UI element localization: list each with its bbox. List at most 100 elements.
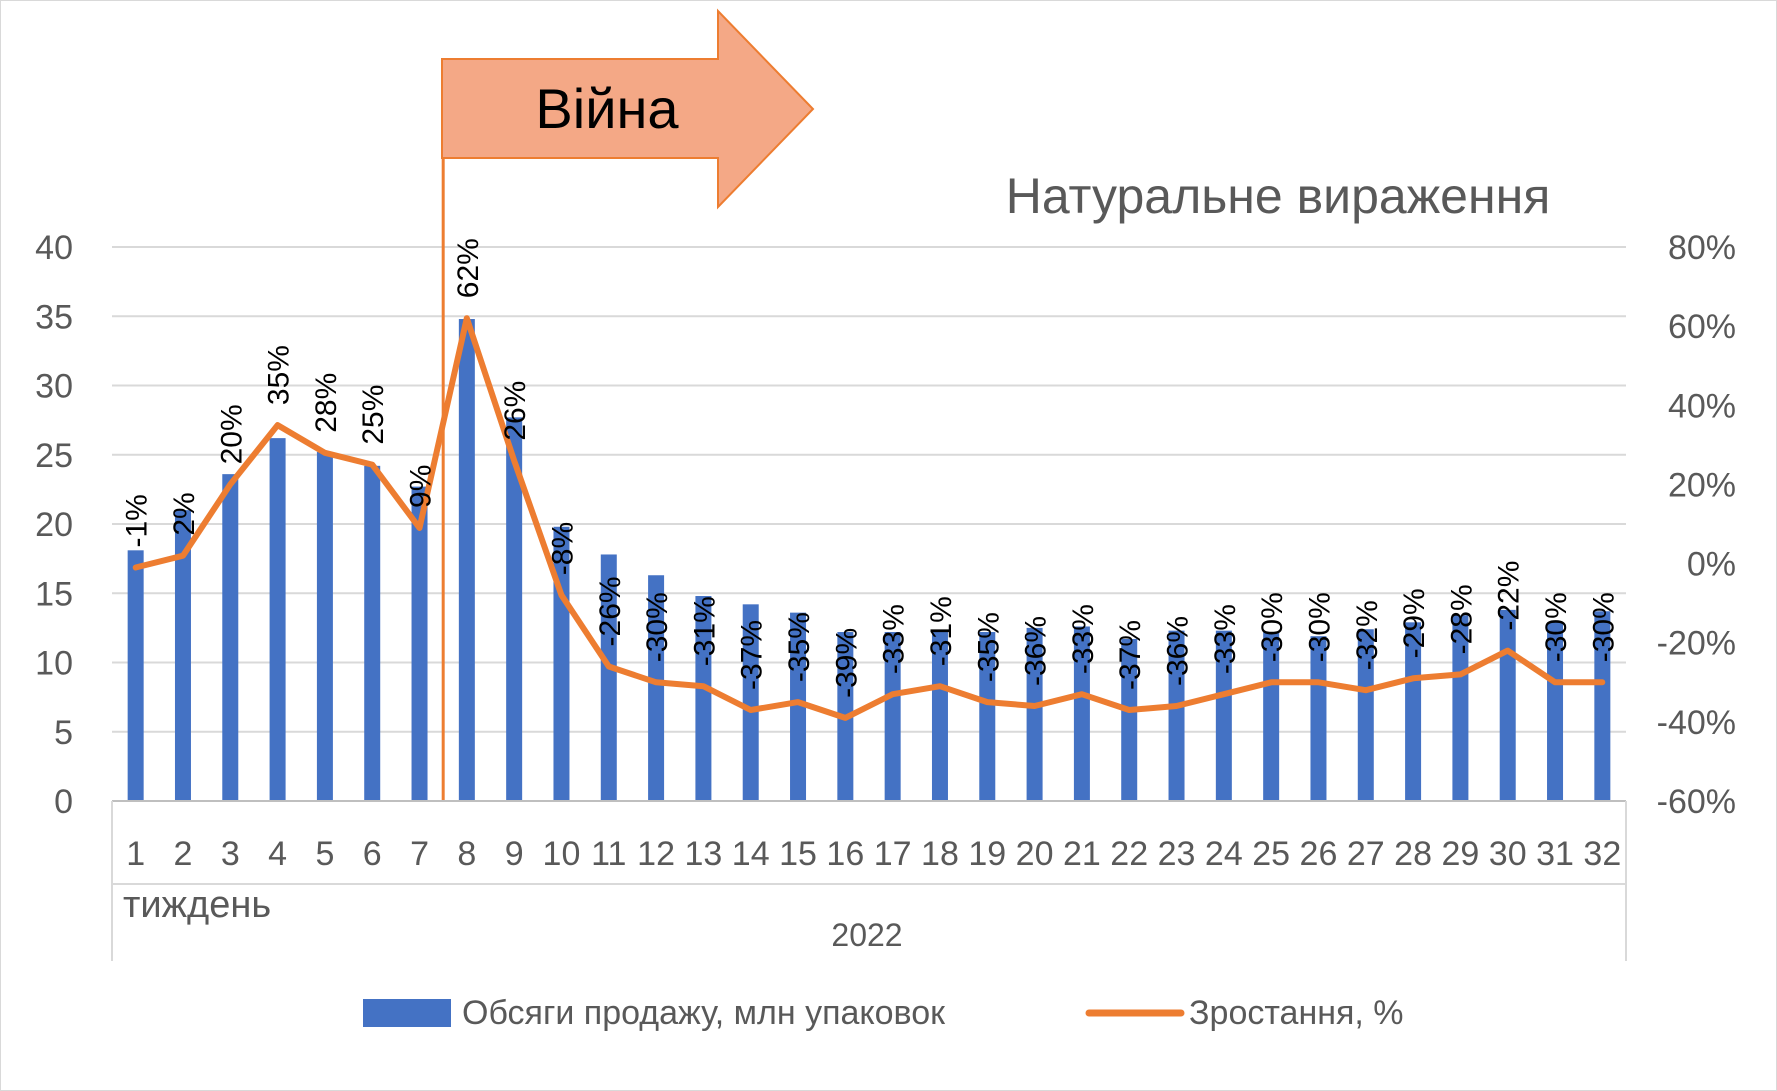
bar bbox=[127, 550, 144, 801]
bar bbox=[1547, 622, 1564, 801]
bar bbox=[316, 451, 333, 801]
bar bbox=[269, 438, 286, 801]
x-tick-label: 31 bbox=[1536, 835, 1574, 873]
data-label: -28% bbox=[1445, 584, 1478, 654]
data-label: -39% bbox=[830, 628, 863, 698]
data-label: -31% bbox=[688, 596, 721, 666]
data-label: -37% bbox=[1114, 620, 1147, 690]
x-tick-label: 12 bbox=[637, 835, 675, 873]
data-label: -29% bbox=[1398, 588, 1431, 658]
data-label: -33% bbox=[878, 604, 911, 674]
y-right-tick-label: 60% bbox=[1668, 308, 1736, 346]
bar bbox=[506, 417, 523, 801]
data-label: 26% bbox=[499, 381, 532, 441]
x-tick-label: 19 bbox=[968, 835, 1006, 873]
x-tick-label: 6 bbox=[363, 835, 382, 873]
data-labels: -1% 2% 20% 35% 28% 25% 9% 62% 26% -8% -26% -30% -31%… bbox=[121, 238, 1621, 698]
war-arrow-shape bbox=[441, 8, 815, 210]
data-label: 20% bbox=[215, 404, 248, 464]
chart-title: Натуральне вираження bbox=[1006, 168, 1551, 224]
data-label: -37% bbox=[736, 620, 769, 690]
x-tick-label: 10 bbox=[543, 835, 581, 873]
bar bbox=[174, 510, 191, 801]
bar bbox=[411, 486, 428, 801]
y-left-tick-label: 30 bbox=[35, 368, 73, 406]
y-left-tick-label: 20 bbox=[35, 506, 73, 544]
x-tick-label: 4 bbox=[268, 835, 287, 873]
war-annotation: Війна bbox=[441, 8, 815, 210]
data-label: -22% bbox=[1493, 561, 1526, 631]
bar bbox=[1499, 609, 1516, 801]
y-right-tick-label: -60% bbox=[1657, 783, 1736, 821]
y-right-tick-label: 0% bbox=[1687, 546, 1736, 584]
x-tick-label: 1 bbox=[126, 835, 145, 873]
data-label: -36% bbox=[1162, 616, 1195, 686]
data-label: -32% bbox=[1351, 600, 1384, 670]
bar bbox=[931, 630, 948, 801]
y-left-tick-label: 15 bbox=[35, 575, 73, 613]
x-tick-label: 7 bbox=[410, 835, 429, 873]
data-label: -26% bbox=[594, 576, 627, 646]
x-group-label: 2022 bbox=[831, 917, 902, 953]
data-label: -8% bbox=[546, 522, 579, 575]
data-label: -30% bbox=[1303, 592, 1336, 662]
y-left-tick-label: 35 bbox=[35, 298, 73, 336]
data-label: 25% bbox=[357, 385, 390, 445]
data-label: 28% bbox=[310, 373, 343, 433]
x-tick-label: 9 bbox=[505, 835, 524, 873]
y-right-tick-label: 20% bbox=[1668, 466, 1736, 504]
bar bbox=[1168, 630, 1185, 801]
y-right-tick-label: 40% bbox=[1668, 387, 1736, 425]
x-tick-label: 32 bbox=[1583, 835, 1621, 873]
axes: 0510152025303540-60%-40%-20%0%20%40%60%8… bbox=[35, 229, 1736, 961]
x-tick-label: 20 bbox=[1016, 835, 1054, 873]
y-right-tick-label: 80% bbox=[1668, 229, 1736, 267]
x-tick-label: 30 bbox=[1489, 835, 1527, 873]
bar bbox=[1405, 622, 1422, 801]
growth-line bbox=[132, 315, 1606, 721]
legend-bar-swatch bbox=[363, 999, 451, 1027]
data-label: -33% bbox=[1067, 604, 1100, 674]
y-left-tick-label: 10 bbox=[35, 645, 73, 683]
x-tick-label: 14 bbox=[732, 835, 770, 873]
y-left-tick-label: 40 bbox=[35, 229, 73, 267]
bar bbox=[458, 319, 475, 801]
data-label: -36% bbox=[1020, 616, 1053, 686]
y-right-tick-label: -20% bbox=[1657, 625, 1736, 663]
x-tick-label: 28 bbox=[1394, 835, 1432, 873]
bar bbox=[222, 474, 239, 801]
bar bbox=[648, 575, 665, 801]
bar bbox=[1594, 611, 1611, 801]
x-tick-label: 15 bbox=[779, 835, 817, 873]
x-tick-label: 13 bbox=[684, 835, 722, 873]
bar bbox=[1026, 627, 1043, 801]
x-tick-label: 3 bbox=[221, 835, 240, 873]
war-label: Війна bbox=[535, 77, 679, 140]
data-label: 35% bbox=[263, 345, 296, 405]
data-label: -30% bbox=[1540, 592, 1573, 662]
bar bbox=[553, 526, 570, 801]
data-label: -30% bbox=[641, 592, 674, 662]
x-tick-label: 8 bbox=[457, 835, 476, 873]
bar-series bbox=[127, 319, 1611, 801]
legend-bar-label: Обсяги продажу, млн упаковок bbox=[462, 994, 946, 1032]
data-label: -33% bbox=[1209, 604, 1242, 674]
bar bbox=[742, 604, 759, 801]
x-tick-label: 2 bbox=[174, 835, 193, 873]
bar bbox=[695, 596, 712, 801]
bar bbox=[1073, 626, 1090, 801]
data-label: 2% bbox=[168, 492, 201, 535]
x-tick-label: 22 bbox=[1110, 835, 1148, 873]
data-label: -30% bbox=[1256, 592, 1289, 662]
data-label: -30% bbox=[1587, 592, 1620, 662]
x-tick-label: 11 bbox=[591, 835, 626, 873]
y-left-tick-label: 5 bbox=[54, 714, 73, 752]
x-tick-label: 5 bbox=[315, 835, 334, 873]
data-label: -35% bbox=[783, 612, 816, 682]
bar bbox=[1215, 630, 1232, 801]
x-tick-label: 24 bbox=[1205, 835, 1243, 873]
bar bbox=[1263, 632, 1280, 801]
x-tick-label: 26 bbox=[1300, 835, 1338, 873]
